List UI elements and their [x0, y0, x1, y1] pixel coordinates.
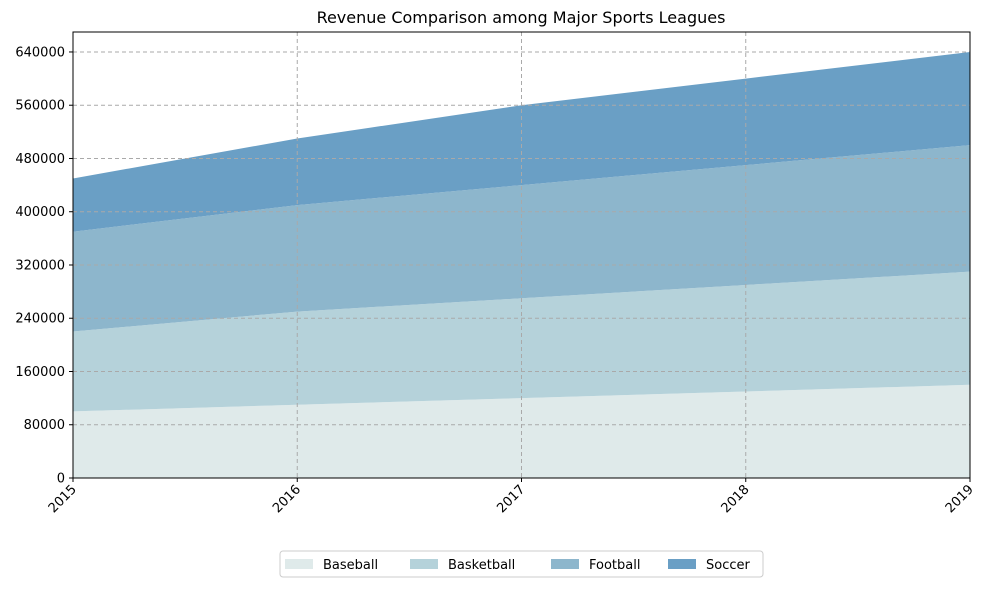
y-axis: 0 80000 160000 240000 320000 400000 480000 5600…: [15, 45, 73, 487]
y-tick-label: 160000: [15, 365, 65, 380]
y-tick-label: 0: [57, 472, 65, 487]
x-tick-label: 2019: [943, 482, 977, 516]
legend-label-soccer: Soccer: [706, 558, 750, 573]
legend-swatch-basketball: [410, 559, 438, 569]
y-tick-label: 240000: [15, 312, 65, 327]
y-tick-label: 560000: [15, 99, 65, 114]
y-tick-label: 480000: [15, 152, 65, 167]
x-tick-label: 2016: [270, 482, 304, 516]
legend-label-baseball: Baseball: [323, 558, 378, 573]
legend-label-football: Football: [589, 558, 640, 573]
legend-swatch-football: [551, 559, 579, 569]
y-tick-label: 320000: [15, 258, 65, 273]
chart-title: Revenue Comparison among Major Sports Le…: [317, 8, 726, 27]
legend-label-basketball: Basketball: [448, 558, 515, 573]
legend-swatch-soccer: [668, 559, 696, 569]
x-tick-label: 2017: [494, 482, 528, 516]
x-tick-label: 2018: [719, 482, 753, 516]
legend: Baseball Basketball Football Soccer: [279, 550, 764, 578]
y-tick-label: 640000: [15, 45, 65, 60]
y-tick-label: 80000: [24, 418, 65, 433]
legend-swatch-baseball: [285, 559, 313, 569]
y-tick-label: 400000: [15, 205, 65, 220]
legend-box: [279, 550, 764, 578]
x-axis: 2015 2016 2017 2018 2019: [46, 478, 977, 516]
x-tick-label: 2015: [46, 482, 80, 516]
